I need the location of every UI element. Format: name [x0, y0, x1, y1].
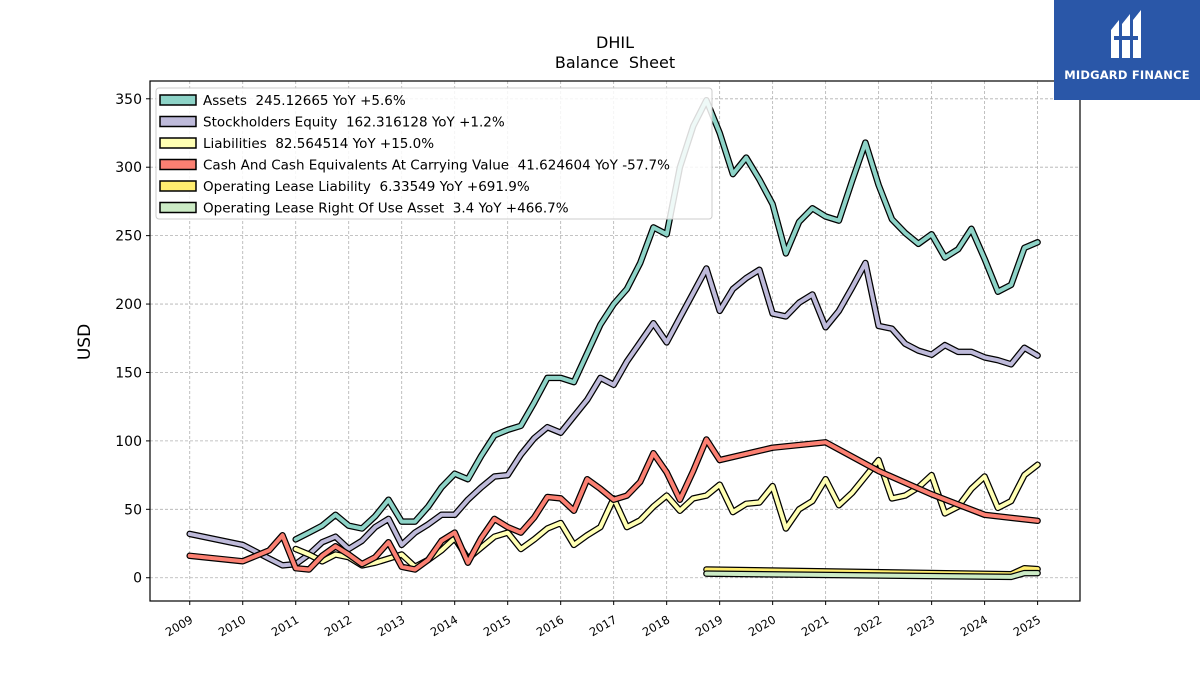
x-tick-label: 2010 [216, 612, 248, 639]
y-tick-label: 250 [115, 229, 142, 245]
x-tick-label: 2013 [375, 612, 407, 639]
legend-label: Liabilities 82.564514 YoY +15.0% [203, 136, 434, 152]
x-tick-label: 2020 [746, 612, 778, 639]
plot-frame [149, 80, 1081, 602]
x-tick-label: 2024 [958, 612, 990, 639]
x-tick-label: 2016 [534, 612, 566, 639]
brand-badge: MIDGARD FINANCE [1054, 0, 1200, 100]
y-axis-label: USD [75, 324, 95, 360]
series-layer [186, 96, 1041, 581]
x-tick-label: 2015 [481, 612, 513, 639]
series-line-cash-and-cash-equivalents-at-carrying-value [187, 437, 1040, 572]
y-tick-label: 50 [124, 502, 142, 518]
midgard-logo-icon [1111, 10, 1141, 58]
legend-box [155, 87, 713, 220]
y-tick-label: 100 [115, 434, 142, 450]
legend-label: Stockholders Equity 162.316128 YoY +1.2% [203, 115, 505, 131]
y-tick-label: 200 [115, 297, 142, 313]
y-tick-label: 0 [133, 571, 142, 587]
legend-swatch [159, 137, 197, 149]
x-tick-label: 2023 [905, 612, 937, 639]
x-tick-label: 2009 [163, 612, 195, 639]
legend: Assets 245.12665 YoY +5.6% Stockholders E… [155, 87, 713, 220]
x-tick-label: 2018 [640, 612, 672, 639]
x-tick-label: 2012 [322, 612, 354, 639]
legend-label: Cash And Cash Equivalents At Carrying Va… [203, 158, 670, 174]
x-tick-label: 2014 [428, 612, 460, 639]
legend-swatch [159, 115, 197, 128]
legend-label: Operating Lease Right Of Use Asset 3.4 Y… [203, 201, 569, 217]
x-tick-label: 2011 [269, 612, 301, 639]
chart-subtitle: Balance Sheet [555, 53, 675, 72]
y-tick-label: 350 [115, 92, 142, 108]
y-tick-label: 300 [115, 160, 142, 176]
x-tick-label: 2017 [587, 612, 619, 639]
legend-swatch [159, 201, 197, 214]
legend-label: Assets 245.12665 YoY +5.6% [203, 93, 406, 109]
legend-swatch [159, 158, 197, 171]
series-line-stockholders-equity [187, 261, 1040, 568]
x-tick-label: 2019 [693, 612, 725, 639]
series-line-assets [293, 98, 1040, 542]
series-line-operating-lease-liability [704, 566, 1040, 577]
brand-name: MIDGARD FINANCE [1064, 68, 1190, 82]
legend-label: Operating Lease Liability 6.33549 YoY +6… [203, 179, 530, 195]
chart-title: DHIL [596, 33, 634, 52]
legend-swatch [159, 180, 197, 192]
x-tick-label: 2021 [799, 612, 831, 639]
x-tick-label: 2025 [1011, 612, 1043, 639]
x-tick-label: 2022 [852, 612, 884, 639]
legend-swatch [159, 94, 197, 106]
series-line-operating-lease-right-of-use-asset [704, 571, 1040, 579]
y-tick-label: 150 [115, 365, 142, 381]
